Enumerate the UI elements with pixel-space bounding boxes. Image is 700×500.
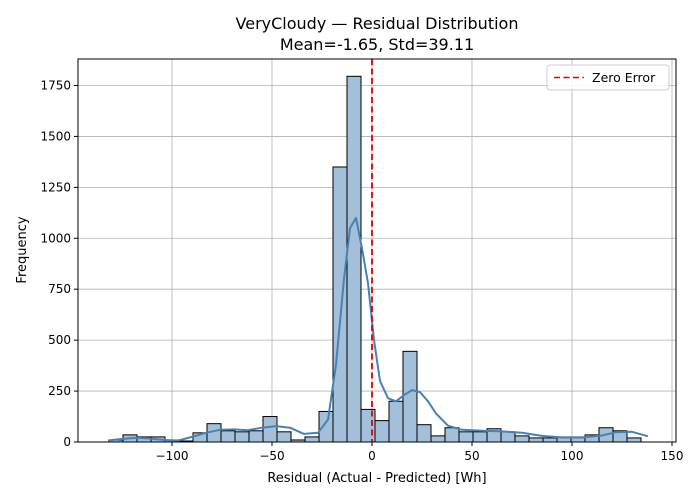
histogram-bar-17: [346, 75, 362, 443]
x-tick-label-0: −100: [156, 449, 189, 463]
y-tick-label-5: 1250: [40, 180, 71, 194]
histogram-bar-22: [416, 424, 432, 443]
y-axis-label: Frequency: [15, 216, 30, 283]
legend-label-zero-error: Zero Error: [592, 70, 656, 85]
legend: Zero Error: [546, 64, 670, 91]
histogram-bar-14: [304, 436, 320, 443]
x-tick-label-5: 150: [661, 449, 684, 463]
y-tick-label-4: 1000: [40, 231, 71, 245]
x-axis-ticks: −100 −50 0 50 100 150: [156, 442, 684, 463]
y-tick-label-1: 250: [48, 384, 71, 398]
kde-curve: [108, 216, 649, 442]
histogram-bar-31: [542, 437, 558, 443]
histogram-bar-16: [332, 166, 348, 443]
y-tick-label-7: 1750: [40, 78, 71, 92]
y-tick-label-0: 0: [63, 435, 71, 449]
x-tick-label-1: −50: [259, 449, 284, 463]
histogram-bar-21: [402, 350, 418, 443]
histogram-bar-24: [444, 427, 460, 443]
x-tick-label-4: 100: [561, 449, 584, 463]
chart-subtitle: Mean=-1.65, Std=39.11: [280, 35, 474, 54]
histogram-bar-10: [248, 430, 264, 443]
x-tick-label-2: 0: [368, 449, 376, 463]
histogram-bar-25: [458, 431, 474, 443]
grid: [78, 59, 676, 443]
histogram-bar-37: [626, 437, 642, 443]
x-axis-label: Residual (Actual - Predicted) [Wh]: [267, 471, 486, 486]
histogram-bar-23: [430, 435, 446, 443]
kde-curve-layer: [108, 216, 649, 442]
histogram-bar-8: [220, 430, 236, 443]
histogram-bar-30: [528, 437, 544, 443]
y-tick-label-6: 1500: [40, 129, 71, 143]
histogram-bar-26: [472, 431, 488, 443]
y-tick-label-3: 750: [48, 282, 71, 296]
histogram-bar-28: [500, 431, 516, 443]
legend-box: [546, 64, 670, 91]
histogram-bar-11: [262, 416, 278, 443]
histogram-bar-19: [374, 420, 390, 443]
y-tick-label-2: 500: [48, 333, 71, 347]
histogram-bar-9: [234, 431, 250, 443]
y-axis-ticks: 0 250 500 750 1000 1250 1500 1750: [40, 78, 78, 449]
histogram-bar-12: [276, 431, 292, 443]
x-tick-label-3: 50: [464, 449, 479, 463]
histogram-bar-20: [388, 400, 404, 443]
histogram-bar-15: [318, 410, 334, 443]
histogram-bars: [108, 75, 642, 443]
chart-title: VeryCloudy — Residual Distribution: [236, 14, 519, 33]
plot-frame: [77, 58, 677, 443]
histogram-bar-29: [514, 435, 530, 443]
